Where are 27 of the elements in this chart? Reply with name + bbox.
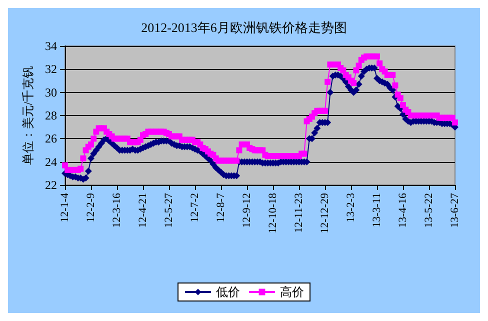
y-tick-label: 26: [45, 132, 57, 146]
y-tick-label: 24: [45, 154, 57, 169]
x-tick-label: 13-6-27: [449, 192, 461, 228]
y-tick-label: 28: [45, 108, 57, 122]
x-tick-label: 12-3-16: [111, 192, 123, 228]
x-tick-label: 12-9-12: [241, 193, 253, 228]
x-tick-label: 13-2-3: [345, 192, 357, 222]
x-tick-label: 12-4-21: [137, 193, 149, 228]
y-tick-label: 30: [45, 85, 57, 100]
x-tick-label: 12-8-7: [215, 192, 227, 222]
legend-label: 低价: [216, 285, 240, 299]
y-tick-label: 34: [45, 39, 57, 53]
x-tick-label: 13-4-16: [397, 192, 409, 228]
x-tick-label: 12-12-29: [319, 192, 331, 234]
legend-label: 高价: [280, 285, 304, 299]
x-tick-label: 12-10-18: [267, 192, 279, 234]
x-tick-label: 12-11-23: [293, 192, 305, 233]
x-tick-label: 12-2-9: [85, 192, 97, 222]
x-tick-label: 12-7-2: [189, 193, 201, 222]
y-tick-label: 32: [45, 62, 57, 76]
chart-title: 2012-2013年6月欧洲钒铁价格走势图: [141, 20, 347, 35]
x-tick-label: 13-3-11: [371, 193, 383, 228]
y-axis-title: 单位：美元/千克钒: [21, 66, 36, 166]
y-tick-label: 22: [45, 178, 57, 192]
x-tick-label: 13-5-22: [423, 193, 435, 228]
x-tick-label: 12-1-4: [59, 192, 71, 222]
x-tick-label: 12-5-27: [163, 192, 175, 228]
